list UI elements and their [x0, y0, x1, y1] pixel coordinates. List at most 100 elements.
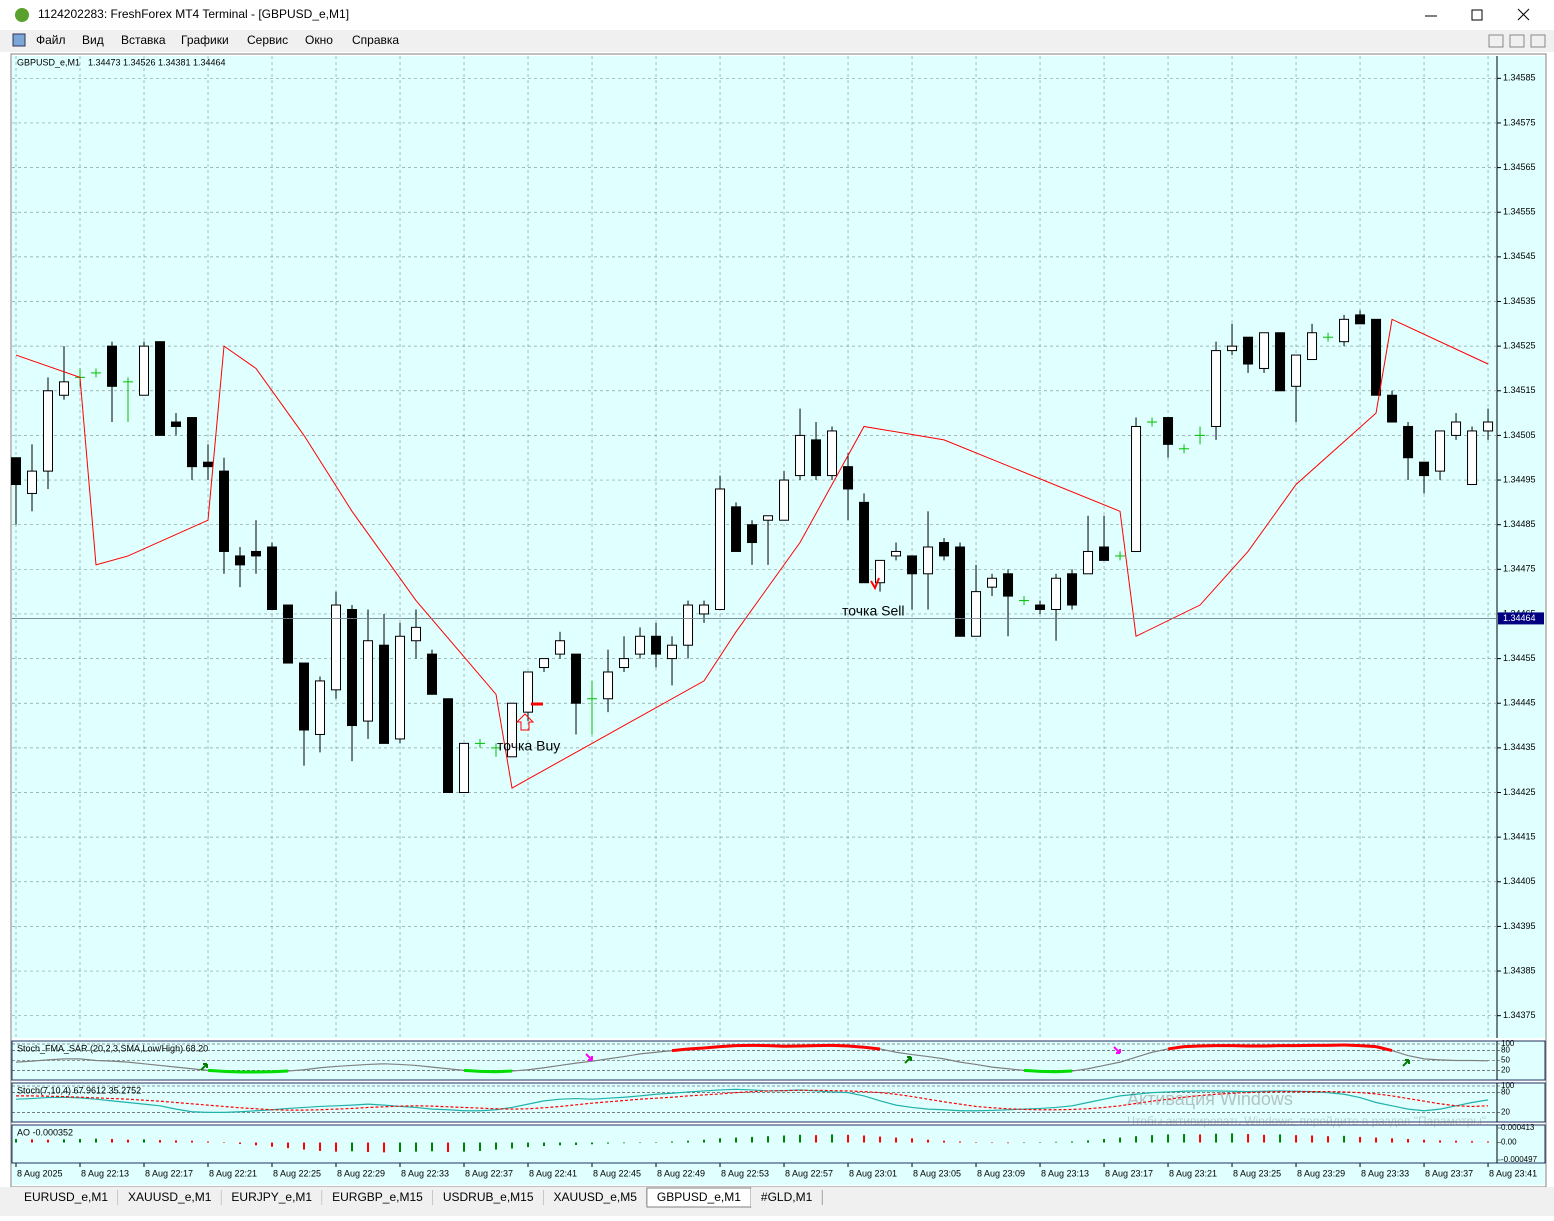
ao-bar	[1023, 1143, 1025, 1144]
candle-body	[220, 471, 229, 551]
tab-label[interactable]: EURGBP_e,M15	[332, 1190, 423, 1204]
candle-body	[876, 560, 885, 582]
x-tick-label: 8 Aug 22:53	[721, 1168, 769, 1178]
current-price-label: 1.34464	[1503, 613, 1536, 623]
ao-bar	[1487, 1141, 1489, 1142]
x-tick-label: 8 Aug 22:29	[337, 1168, 385, 1178]
candle-body	[316, 681, 325, 735]
candle-body	[44, 391, 53, 471]
ao-bar	[319, 1143, 321, 1151]
y-tick-label: 1.34375	[1503, 1010, 1536, 1020]
menu-item[interactable]: Вставка	[121, 33, 166, 47]
y-tick-label: 1.34585	[1503, 73, 1536, 83]
tab-label[interactable]: XAUUSD_e,M5	[554, 1190, 638, 1204]
indicator-highlight	[848, 1046, 864, 1047]
ao-bar	[1407, 1139, 1409, 1143]
candle-body	[300, 663, 309, 730]
tab-label[interactable]: EURJPY_e,M1	[231, 1190, 312, 1204]
ao-bar	[1039, 1142, 1041, 1143]
candle-body	[620, 659, 629, 668]
ao-bar	[1215, 1134, 1217, 1143]
ao-bar	[1295, 1135, 1297, 1142]
ao-bar	[751, 1137, 753, 1143]
candle-body	[668, 645, 677, 658]
candle-body	[364, 641, 373, 721]
tab-label[interactable]: #GLD,M1	[761, 1190, 813, 1204]
ao-bar	[47, 1140, 49, 1143]
ao-bar	[63, 1139, 65, 1142]
candle-body	[396, 636, 405, 739]
chart-symbol: GBPUSD_e,M1	[17, 57, 80, 67]
candle-body	[1308, 333, 1317, 360]
ao-bar	[415, 1143, 417, 1152]
ao-bar	[79, 1139, 81, 1143]
ohlc-value: 1.34473	[88, 57, 121, 67]
y-tick-label: 50	[1501, 1056, 1510, 1065]
menu-icon	[13, 34, 25, 46]
y-tick-label: 1.34505	[1503, 430, 1536, 440]
ao-bar	[911, 1138, 913, 1142]
menu-item[interactable]: Окно	[305, 33, 333, 47]
x-tick-label: 8 Aug 23:37	[1425, 1168, 1473, 1178]
candle-body	[1420, 462, 1429, 475]
tab-label[interactable]: EURUSD_e,M1	[24, 1190, 108, 1204]
y-tick-label: 1.34405	[1503, 876, 1536, 886]
ohlc-value: 1.34464	[193, 57, 226, 67]
ao-bar	[447, 1143, 449, 1152]
ao-bar	[1327, 1136, 1329, 1142]
tab-label[interactable]: XAUUSD_e,M1	[128, 1190, 212, 1204]
ao-bar	[303, 1143, 305, 1150]
indicator-highlight	[720, 1046, 736, 1047]
candle-body	[812, 440, 821, 476]
candle-body	[652, 636, 661, 654]
ao-bar	[127, 1140, 129, 1143]
candle-body	[540, 659, 549, 668]
candle-body	[380, 645, 389, 743]
ao-bar	[943, 1141, 945, 1143]
candle-body	[1404, 426, 1413, 457]
ao-bar	[1119, 1138, 1121, 1143]
ao-bar	[575, 1143, 577, 1145]
ao-bar	[559, 1143, 561, 1146]
ohlc-value: 1.34526	[123, 57, 156, 67]
indicator-title: Stoch_FMA_SAR (20,2,3,SMA,Low/High) 68.2…	[17, 1043, 208, 1053]
menu-item[interactable]: Графики	[181, 33, 229, 47]
candle-body	[844, 467, 853, 489]
x-tick-label: 8 Aug 23:05	[913, 1168, 961, 1178]
indicator-highlight	[464, 1070, 480, 1071]
ao-bar	[735, 1138, 737, 1143]
ao-bar	[239, 1143, 241, 1144]
x-tick-label: 8 Aug 22:21	[209, 1168, 257, 1178]
candle-body	[284, 605, 293, 663]
menu-item[interactable]: Вид	[82, 33, 104, 47]
indicator-highlight	[1184, 1046, 1200, 1047]
menu-item[interactable]: Файл	[36, 33, 66, 47]
ao-bar	[191, 1141, 193, 1143]
ao-bar	[271, 1143, 273, 1147]
indicator-panel	[12, 1125, 1545, 1163]
tab-label[interactable]: USDRUB_e,M15	[443, 1190, 534, 1204]
ao-bar	[1391, 1138, 1393, 1142]
ao-bar	[895, 1138, 897, 1143]
candle-body	[924, 547, 933, 574]
y-tick-label: 1.34575	[1503, 117, 1536, 127]
candle-body	[156, 342, 165, 436]
menu-item[interactable]: Справка	[352, 33, 399, 47]
candle-body	[268, 547, 277, 609]
ao-bar	[719, 1138, 721, 1142]
indicator-highlight	[496, 1071, 512, 1072]
candle-body	[1244, 337, 1253, 364]
candle-body	[1132, 426, 1141, 551]
menu-item[interactable]: Сервис	[247, 33, 288, 47]
candle-body	[796, 435, 805, 475]
candle-body	[1452, 422, 1461, 435]
x-tick-label: 8 Aug 23:41	[1489, 1168, 1537, 1178]
ao-bar	[95, 1139, 97, 1143]
ao-bar	[1135, 1136, 1137, 1142]
tab-label[interactable]: GBPUSD_e,M1	[657, 1190, 741, 1204]
candle-body	[1340, 319, 1349, 341]
x-tick-label: 8 Aug 22:41	[529, 1168, 577, 1178]
candle-body	[60, 382, 69, 395]
candle-body	[1052, 578, 1061, 609]
y-tick-label: 0.00	[1501, 1138, 1517, 1147]
